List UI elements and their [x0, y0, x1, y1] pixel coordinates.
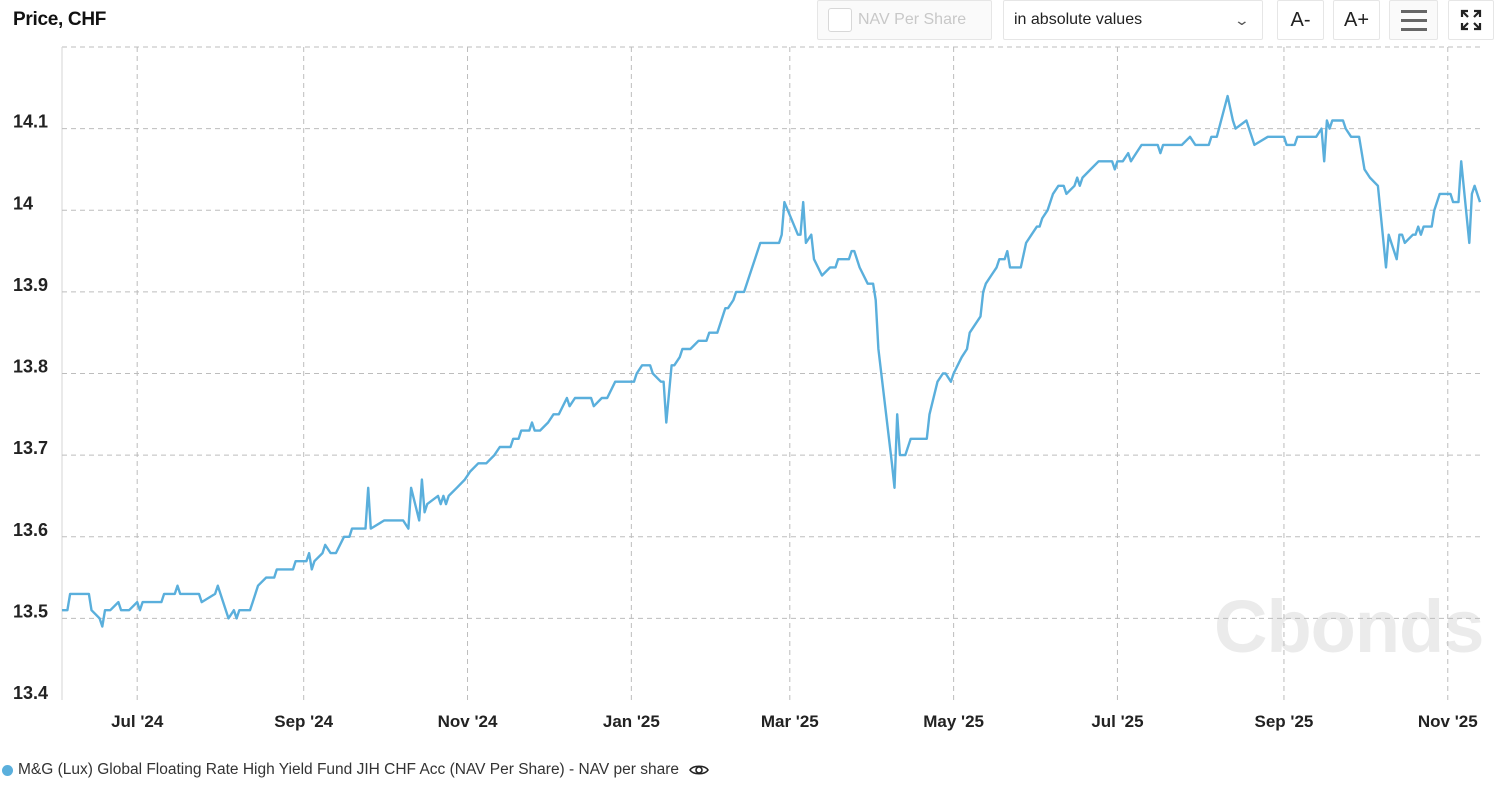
nav-per-share-toggle[interactable]: NAV Per Share — [817, 0, 992, 40]
y-tick-label: 13.7 — [13, 438, 48, 458]
legend-label: M&G (Lux) Global Floating Rate High Yiel… — [18, 761, 680, 778]
x-tick-label: Jan '25 — [603, 712, 660, 731]
series-line-nav-per-share[interactable] — [62, 94, 1482, 628]
value-mode-selected: in absolute values — [1014, 11, 1143, 28]
x-tick-label: Mar '25 — [761, 712, 819, 731]
price-chart: 13.4 13.5 13.6 13.7 13.8 13.9 14 14.1 Jul '24 Se… — [13, 46, 1482, 731]
x-tick-label: Jul '25 — [1091, 712, 1143, 731]
nav-per-share-checkbox[interactable] — [828, 8, 852, 32]
legend-item[interactable]: M&G (Lux) Global Floating Rate High Yiel… — [0, 761, 709, 779]
x-tick-label: Nov '24 — [438, 712, 498, 731]
x-tick-label: May '25 — [923, 712, 984, 731]
y-tick-label: 13.8 — [13, 357, 48, 377]
y-tick-label: 14 — [13, 193, 33, 213]
x-tick-label: Sep '24 — [274, 712, 333, 731]
value-mode-select[interactable]: in absolute values ⌄ — [1003, 0, 1263, 40]
cbonds-watermark: Cbonds — [1214, 585, 1484, 668]
hamburger-menu-icon[interactable] — [1389, 0, 1438, 40]
y-tick-label: 13.9 — [13, 275, 48, 295]
chart-title: Price, CHF — [13, 9, 107, 30]
fullscreen-icon[interactable] — [1448, 0, 1494, 40]
y-tick-label: 13.6 — [13, 520, 48, 540]
legend-marker — [2, 764, 13, 776]
x-tick-label: Jul '24 — [111, 712, 164, 731]
y-tick-label: 13.5 — [13, 601, 48, 621]
y-tick-label: 14.1 — [13, 112, 48, 132]
font-decrease-button[interactable]: A- — [1277, 0, 1324, 40]
x-tick-label: Nov '25 — [1418, 712, 1478, 731]
chevron-down-icon: ⌄ — [1233, 11, 1251, 28]
font-increase-button[interactable]: A+ — [1333, 0, 1380, 40]
x-tick-label: Sep '25 — [1255, 712, 1314, 731]
eye-icon[interactable] — [689, 763, 709, 777]
nav-per-share-label: NAV Per Share — [858, 11, 967, 28]
y-tick-label: 13.4 — [13, 683, 48, 703]
